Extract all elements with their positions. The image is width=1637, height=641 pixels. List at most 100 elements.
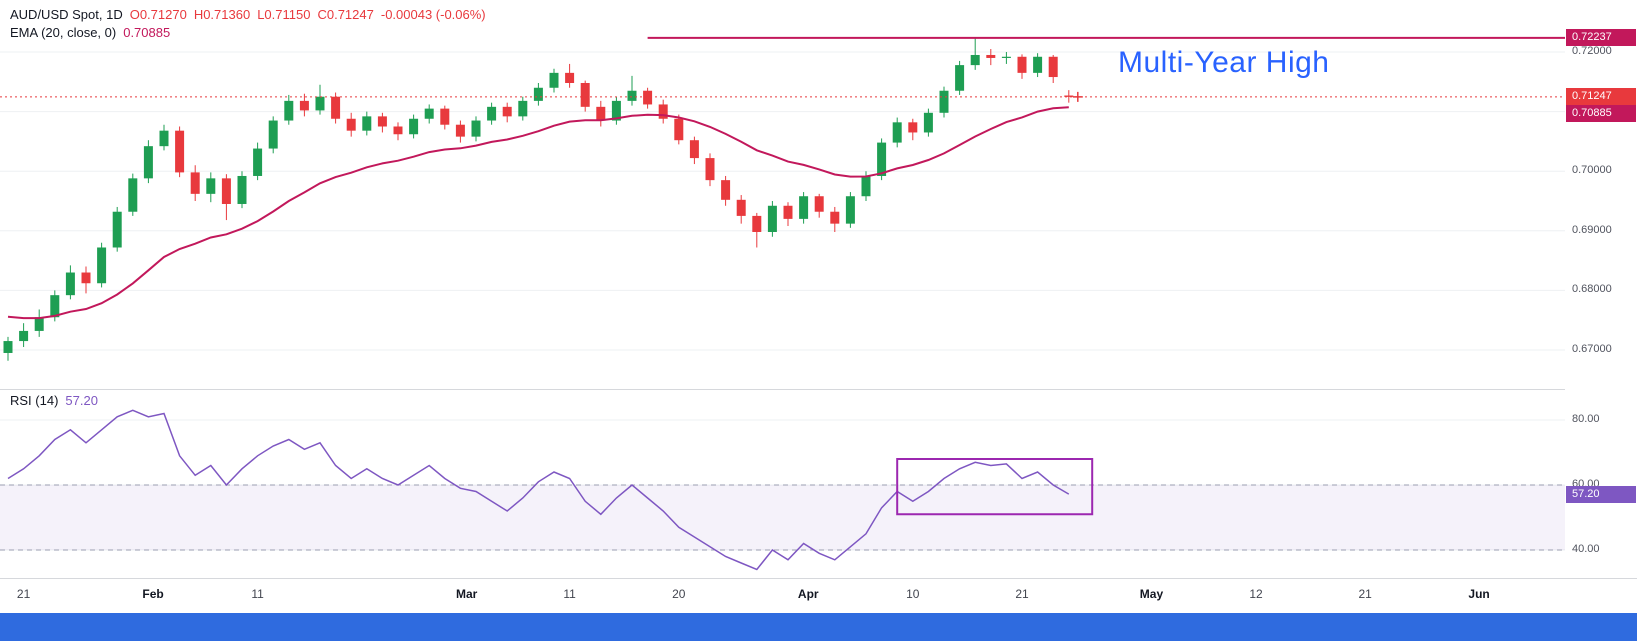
candle-body [736, 199, 746, 216]
candle-body [908, 122, 918, 133]
ohlc-close: C0.71247 [317, 6, 374, 22]
candle-body [970, 54, 980, 66]
candle-body [689, 140, 699, 159]
candle-body [783, 205, 793, 219]
candle-body [97, 247, 107, 284]
time-axis-label: Mar [455, 587, 478, 601]
last-price-badge: 0.71247 [1566, 88, 1636, 106]
candle-body [221, 178, 231, 204]
candle-body [502, 106, 512, 117]
candle-body [440, 108, 450, 125]
bottom-blue-bar [0, 613, 1637, 641]
ohlc-low: L0.71150 [257, 6, 311, 22]
axis-label: 0.72000 [1572, 45, 1612, 57]
time-axis-label: 21 [16, 587, 31, 601]
candle-body [877, 142, 887, 176]
candle-body [1048, 56, 1058, 78]
candle-body [721, 180, 731, 200]
candle-body [658, 104, 668, 119]
axis-label: 0.69000 [1572, 223, 1612, 236]
candle-body [892, 122, 902, 143]
candle-body [190, 172, 200, 194]
time-axis-label: Feb [142, 587, 164, 601]
candle-body [284, 100, 294, 121]
candle-body [674, 118, 684, 141]
time-axis-label: May [1139, 587, 1164, 601]
candle-body [81, 272, 91, 284]
axis-label: 40.00 [1572, 543, 1600, 555]
candle-body [1033, 56, 1043, 73]
rsi-legend-value: 57.20 [65, 393, 98, 408]
candle-body [268, 120, 278, 149]
candle-body [50, 295, 60, 318]
symbol-title[interactable]: AUD/USD Spot, 1D [10, 6, 123, 22]
ema-legend-value: 0.70885 [123, 24, 171, 40]
candle-body [362, 116, 372, 131]
candle-body [3, 341, 13, 353]
candle-body [299, 100, 309, 111]
rsi-value-badge: 57.20 [1566, 485, 1636, 503]
chart-plot-area[interactable] [0, 0, 1637, 613]
rsi-legend-row: RSI (14) 57.20 [10, 393, 98, 408]
candle-body [533, 87, 543, 101]
ohlc-legend-row: AUD/USD Spot, 1D O0.71270 H0.71360 L0.71… [10, 5, 486, 23]
rsi-band-fill [0, 485, 1565, 550]
candle-body [845, 196, 855, 224]
candle-body [253, 148, 263, 176]
candle-body [955, 65, 965, 91]
candle-body [986, 54, 996, 58]
candle-body [206, 178, 216, 194]
candle-body [549, 72, 559, 88]
candle-body [518, 100, 528, 117]
candle-body [19, 330, 29, 342]
candle-body [65, 272, 75, 296]
ema-line[interactable] [7, 106, 1069, 320]
rsi-legend-label[interactable]: RSI (14) [10, 393, 59, 408]
high-price-badge: 0.72237 [1566, 29, 1636, 47]
time-axis[interactable]: 21 Feb 11 Mar 11 20 Apr 10 21 May 12 21 Jun [0, 578, 1637, 614]
rsi-highlight-box[interactable] [896, 458, 1094, 516]
candle-body [767, 205, 777, 232]
candle-body [237, 175, 247, 204]
candle-body [159, 130, 169, 147]
ema-price-badge: 0.70885 [1566, 105, 1636, 123]
candle-body [1064, 95, 1074, 97]
candle-body [627, 90, 637, 101]
candle-body [471, 120, 481, 137]
time-axis-label: 11 [251, 587, 264, 601]
ema-legend-label[interactable]: EMA (20, close, 0) [10, 24, 117, 40]
candle-body [939, 90, 949, 113]
multi-year-high-annotation[interactable]: Multi-Year High [1118, 46, 1330, 79]
candle-body [331, 96, 341, 119]
candle-body [1017, 56, 1027, 73]
candle-body [34, 317, 44, 331]
candle-body [409, 118, 419, 135]
candle-body [611, 100, 621, 121]
candle-body [346, 118, 356, 131]
ema-legend-row: EMA (20, close, 0) 0.70885 [10, 23, 486, 41]
candle-body [643, 90, 653, 105]
rsi-line[interactable] [7, 409, 1070, 571]
candle-body [752, 215, 762, 232]
symbol-legend: AUD/USD Spot, 1D O0.71270 H0.71360 L0.71… [10, 5, 486, 41]
candle-body [112, 211, 122, 248]
candle-body [1001, 56, 1011, 58]
candle-body [424, 108, 434, 119]
time-axis-label: 10 [906, 587, 920, 601]
time-axis-label: Jun [1468, 587, 1490, 601]
candle-body [814, 196, 824, 212]
axis-label: 0.67000 [1572, 343, 1612, 355]
candle-body [799, 196, 809, 219]
price-axis[interactable]: 0.72237 0.71247 0.70885 57.20 0.72000 0.7… [1565, 0, 1637, 613]
time-axis-label: Apr [797, 587, 819, 601]
axis-label: 0.68000 [1572, 283, 1612, 296]
candle-body [830, 211, 840, 224]
time-axis-label: 20 [672, 587, 686, 601]
candle-body [565, 72, 575, 83]
candle-body [315, 96, 325, 111]
candle-body [377, 116, 387, 127]
candle-body [596, 106, 606, 121]
candle-body [580, 82, 590, 107]
time-axis-label: 21 [1015, 587, 1029, 601]
